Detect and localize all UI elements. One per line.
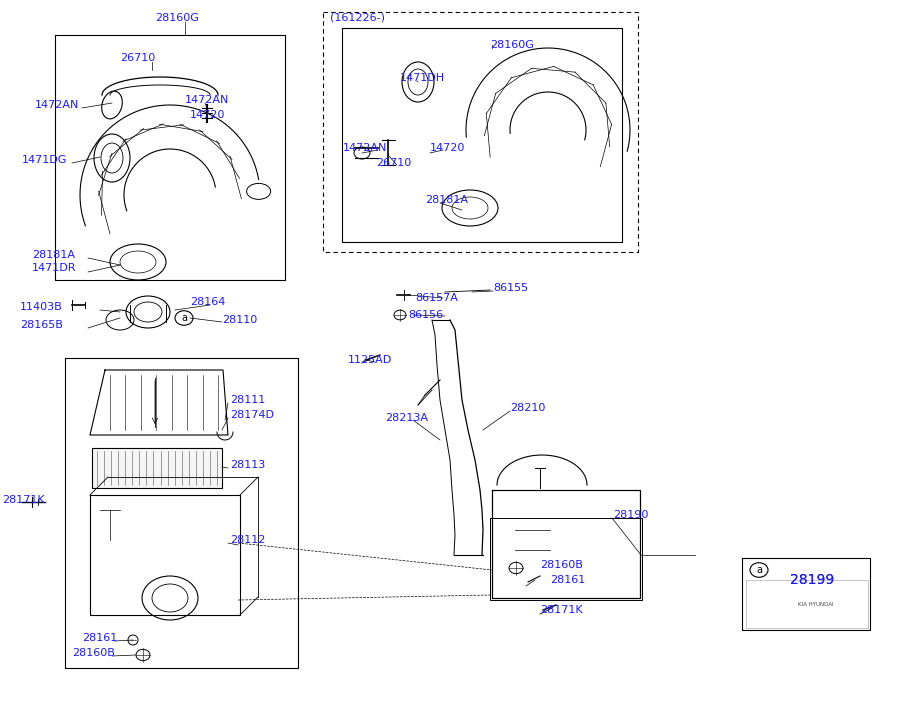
Text: a: a — [181, 313, 187, 323]
Text: 28160G: 28160G — [155, 13, 199, 23]
Text: 1471DH: 1471DH — [400, 73, 446, 83]
Text: 28161: 28161 — [82, 633, 117, 643]
Text: 86156: 86156 — [408, 310, 443, 320]
Text: 1471DR: 1471DR — [32, 263, 76, 273]
Text: 28165B: 28165B — [20, 320, 63, 330]
Text: 28174D: 28174D — [230, 410, 274, 420]
Text: 28213A: 28213A — [385, 413, 428, 423]
Text: 28161: 28161 — [550, 575, 585, 585]
Text: 28112: 28112 — [230, 535, 266, 545]
Text: KIA HYUNDAI: KIA HYUNDAI — [798, 601, 833, 606]
Text: 26710: 26710 — [376, 158, 411, 168]
Text: 28160B: 28160B — [540, 560, 583, 570]
Text: 28111: 28111 — [230, 395, 266, 405]
Text: 1472AN: 1472AN — [185, 95, 230, 105]
Polygon shape — [92, 448, 222, 488]
Text: 28190: 28190 — [613, 510, 648, 520]
Text: 28181A: 28181A — [32, 250, 75, 260]
Text: 1125AD: 1125AD — [348, 355, 392, 365]
Text: 28160B: 28160B — [72, 648, 115, 658]
Text: 14720: 14720 — [430, 143, 465, 153]
Text: 11403B: 11403B — [20, 302, 63, 312]
Text: a: a — [756, 565, 762, 575]
Text: 28110: 28110 — [222, 315, 257, 325]
Text: 28160G: 28160G — [490, 40, 534, 50]
Text: 1472AN: 1472AN — [35, 100, 79, 110]
Text: 28181A: 28181A — [425, 195, 468, 205]
Text: 28199: 28199 — [790, 573, 834, 587]
Text: 28210: 28210 — [510, 403, 545, 413]
Text: 1472AN: 1472AN — [343, 143, 387, 153]
Text: 26710: 26710 — [120, 53, 155, 63]
Text: 14720: 14720 — [190, 110, 225, 120]
Text: 1471DG: 1471DG — [22, 155, 68, 165]
Text: 86155: 86155 — [493, 283, 528, 293]
Text: 28171K: 28171K — [540, 605, 582, 615]
Text: (161226-): (161226-) — [330, 13, 385, 23]
Text: 28164: 28164 — [190, 297, 225, 307]
Text: 86157A: 86157A — [415, 293, 458, 303]
Text: 28199: 28199 — [790, 573, 834, 587]
Text: 28171K: 28171K — [2, 495, 45, 505]
Text: 28113: 28113 — [230, 460, 266, 470]
